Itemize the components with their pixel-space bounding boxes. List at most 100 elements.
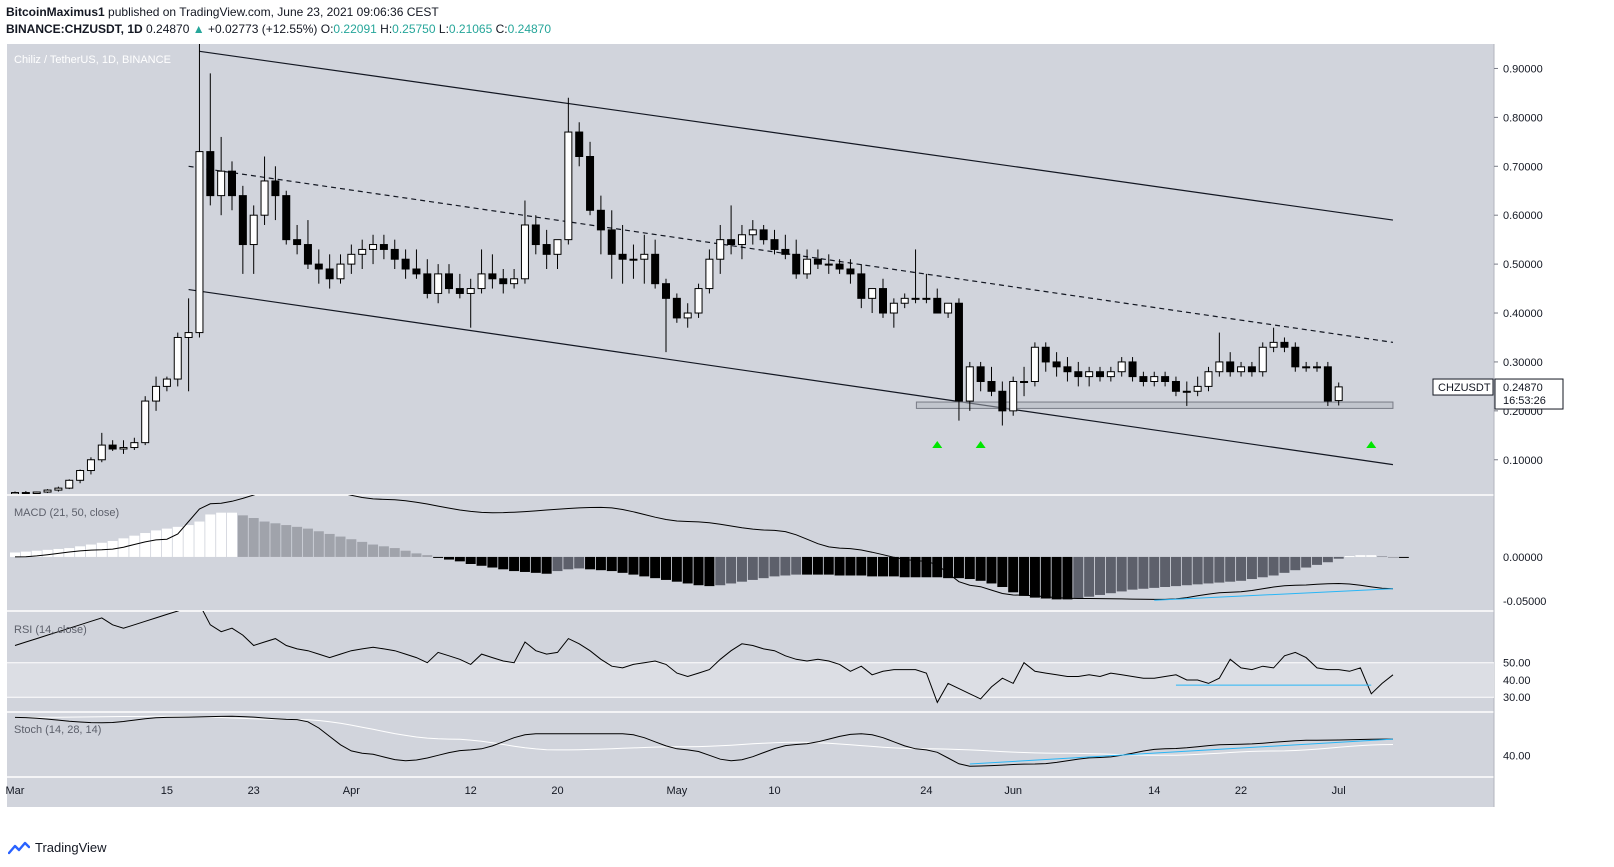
time-tick-label: Jul (1332, 785, 1346, 797)
macd-histogram-bar (10, 552, 20, 557)
price-tick-label: 0.80000 (1503, 112, 1543, 124)
macd-histogram-bar (541, 556, 552, 574)
candle-body (347, 253, 356, 265)
channel-middle-dashed-line (188, 165, 1394, 343)
time-tick-label: Apr (343, 785, 360, 797)
candle-body (1150, 376, 1159, 383)
macd-histogram-bar (1192, 556, 1203, 585)
symbol-label: BINANCE:CHZUSDT, 1D (6, 22, 143, 36)
candle-body (618, 253, 627, 260)
stoch-k-line (14, 715, 1393, 767)
candle-body (423, 273, 432, 294)
candle-body (1226, 361, 1235, 373)
macd-histogram-bar (1214, 556, 1225, 583)
candle-body (575, 131, 584, 158)
currency-label: USDT (1514, 54, 1541, 65)
candle-body (564, 131, 573, 241)
macd-histogram-bar (346, 539, 357, 557)
open-label: O: (320, 22, 334, 36)
candle-body (748, 229, 757, 236)
macd-histogram-bar (151, 530, 162, 557)
candle-body (119, 447, 128, 450)
candle-body (1139, 376, 1148, 383)
price-tick-label: 0.90000 (1503, 63, 1543, 75)
macd-histogram-bar (75, 546, 86, 557)
bullish-arrow-icon (932, 441, 943, 448)
macd-histogram-bar (867, 556, 878, 577)
macd-histogram-bar (1301, 556, 1312, 568)
macd-histogram-bar (552, 556, 563, 572)
macd-histogram-bar (248, 518, 259, 557)
candle-body (1020, 381, 1029, 383)
macd-histogram-bar (791, 556, 802, 575)
macd-histogram-bar (693, 556, 704, 586)
bullish-arrow-icon (975, 441, 986, 448)
macd-histogram-bar (1279, 556, 1290, 573)
symbol-ohlc-line: BINANCE:CHZUSDT, 1D 0.24870 ▲ +0.02773 (… (6, 21, 551, 37)
candle-body (1161, 376, 1170, 383)
macd-histogram-bar (856, 556, 867, 576)
macd-histogram-bar (953, 556, 964, 579)
candle-body (683, 312, 692, 319)
rsi-tick-label: 40.00 (1503, 675, 1531, 687)
candle-body (1085, 371, 1094, 378)
macd-histogram-bar (802, 556, 813, 575)
candle-body (1171, 381, 1180, 392)
author-name[interactable]: BitcoinMaximus1 (6, 5, 105, 19)
candle-body (965, 366, 974, 402)
time-tick-label: 12 (465, 785, 477, 797)
time-tick-label: 15 (161, 785, 173, 797)
candle-body (1247, 366, 1256, 373)
stoch-d-line (15, 715, 1394, 756)
candle-body (217, 170, 226, 197)
separators (7, 44, 1565, 807)
macd-histogram-bar (129, 535, 140, 557)
macd-histogram-bar (1073, 556, 1084, 599)
macd-histogram-bar (595, 556, 606, 571)
macd-histogram-bar (281, 525, 292, 557)
macd-histogram-bar (1019, 556, 1030, 596)
macd-histogram-bar (140, 533, 151, 557)
macd-histogram-bar (454, 556, 465, 562)
candle-body (998, 390, 1007, 412)
candle-body (510, 278, 519, 285)
tradingview-logo[interactable]: TradingView (8, 840, 107, 855)
last-price: 0.24870 (146, 22, 190, 36)
candle-body (21, 492, 30, 494)
candle-body (889, 302, 898, 314)
chart-canvas[interactable]: MACD (21, 50, close) RSI (14, close) Sto… (0, 40, 1614, 810)
macd-histogram-bar (1387, 556, 1398, 558)
candle-body (1302, 366, 1311, 369)
macd-histogram-bar (910, 556, 921, 578)
high-label: H: (380, 22, 393, 36)
candle-body (228, 170, 236, 197)
macd-histogram-bar (161, 528, 172, 557)
macd-histogram-bar (812, 556, 823, 575)
candle-body (933, 297, 942, 314)
macd-histogram-bar (1170, 556, 1181, 587)
macd-histogram-bar (1149, 556, 1160, 588)
candle-body (629, 258, 638, 261)
macd-histogram-bar (1181, 556, 1192, 586)
macd-histogram-bar (975, 556, 986, 581)
candle-body (466, 288, 475, 294)
macd-histogram-bar (932, 556, 943, 578)
publish-date: published on TradingView.com, June 23, 2… (108, 5, 439, 19)
price-axis-background (1494, 44, 1565, 807)
low-label: L: (438, 22, 449, 36)
candle-body (1106, 371, 1115, 378)
time-tick-label: Jun (1004, 785, 1022, 797)
candle-body (542, 244, 551, 255)
candle-body (1291, 346, 1300, 368)
macd-histogram-bar (1008, 556, 1019, 593)
candle-body (1237, 366, 1246, 373)
candle-body (1193, 385, 1202, 392)
candle-body (1096, 371, 1104, 378)
macd-histogram-bar (1257, 556, 1268, 578)
macd-histogram-bar (433, 556, 444, 558)
macd-histogram-bar (270, 523, 281, 557)
macd-histogram-bar (20, 551, 31, 557)
candle-body (173, 336, 182, 380)
candle-body (206, 151, 215, 197)
candle-body (727, 239, 736, 246)
